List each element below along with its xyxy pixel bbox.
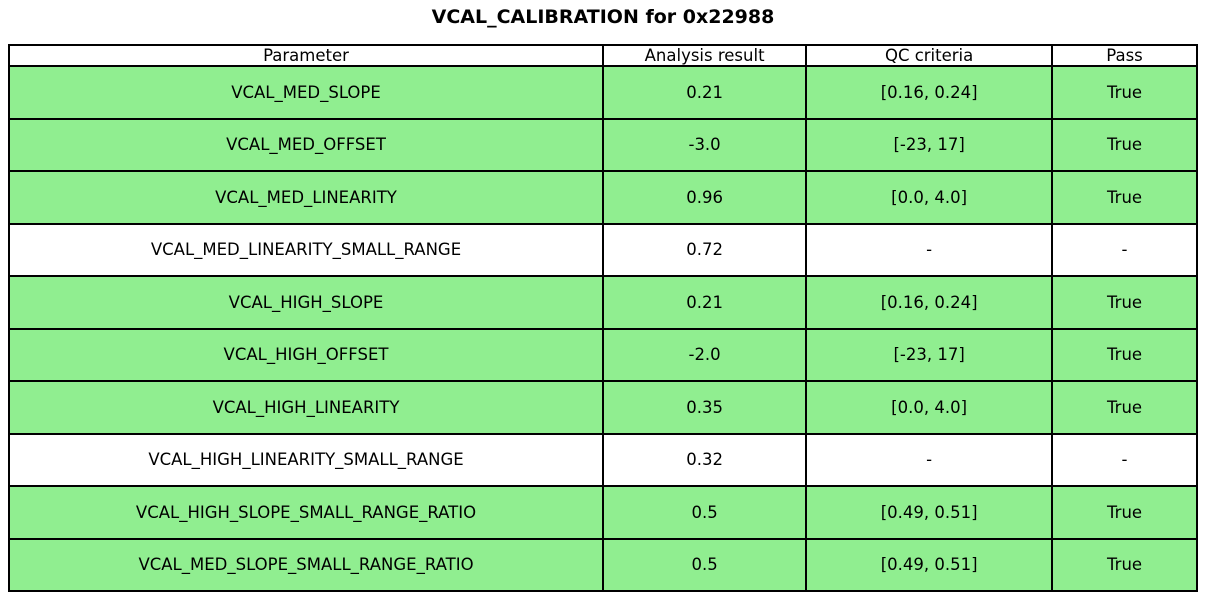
cell-parameter: VCAL_HIGH_SLOPE_SMALL_RANGE_RATIO [7,485,605,540]
table-row: VCAL_HIGH_SLOPE_SMALL_RANGE_RATIO 0.5 [0.4… [7,485,1198,540]
cell-qc-criteria: [0.0, 4.0] [805,170,1054,225]
calibration-table: Parameter Analysis result QC criteria Pass … [7,44,1198,592]
cell-qc-criteria: - [805,432,1054,487]
table-row: VCAL_MED_SLOPE_SMALL_RANGE_RATIO 0.5 [0.49… [7,537,1198,592]
page-title: VCAL_CALIBRATION for 0x22988 [431,6,775,28]
table-row: VCAL_MED_LINEARITY 0.96 [0.0, 4.0] True [7,170,1198,225]
table-row: VCAL_HIGH_LINEARITY 0.35 [0.0, 4.0] True [7,380,1198,435]
cell-pass: True [1051,380,1198,435]
cell-qc-criteria: [0.16, 0.24] [805,65,1054,120]
cell-parameter: VCAL_HIGH_SLOPE [7,275,605,330]
cell-pass: - [1051,432,1198,487]
column-header-pass: Pass [1051,44,1198,67]
cell-pass: True [1051,275,1198,330]
cell-qc-criteria: [0.16, 0.24] [805,275,1054,330]
cell-parameter: VCAL_HIGH_LINEARITY_SMALL_RANGE [7,432,605,487]
table-row: VCAL_HIGH_LINEARITY_SMALL_RANGE 0.32- - [7,432,1198,487]
cell-analysis-result: -3.0 [602,117,808,172]
column-header-parameter: Parameter [7,44,605,67]
cell-pass: - [1051,222,1198,277]
cell-pass: True [1051,327,1198,382]
cell-analysis-result: 0.21 [602,275,808,330]
cell-pass: True [1051,117,1198,172]
cell-parameter: VCAL_MED_LINEARITY [7,170,605,225]
cell-analysis-result: 0.5 [602,485,808,540]
cell-analysis-result: 0.5 [602,537,808,592]
cell-parameter: VCAL_MED_OFFSET [7,117,605,172]
cell-parameter: VCAL_MED_SLOPE_SMALL_RANGE_RATIO [7,537,605,592]
table-row: VCAL_MED_LINEARITY_SMALL_RANGE 0.72- - [7,222,1198,277]
cell-qc-criteria: [0.49, 0.51] [805,485,1054,540]
cell-analysis-result: 0.35 [602,380,808,435]
cell-pass: True [1051,65,1198,120]
cell-analysis-result: 0.32 [602,432,808,487]
cell-pass: True [1051,170,1198,225]
cell-parameter: VCAL_HIGH_LINEARITY [7,380,605,435]
cell-analysis-result: 0.21 [602,65,808,120]
column-header-analysis-result: Analysis result [602,44,808,67]
cell-qc-criteria: - [805,222,1054,277]
cell-qc-criteria: [0.49, 0.51] [805,537,1054,592]
table-row: VCAL_MED_SLOPE 0.21 [0.16, 0.24] True [7,65,1198,120]
cell-qc-criteria: [-23, 17] [805,117,1054,172]
table-row: VCAL_HIGH_OFFSET -2.0 [-23, 17] True [7,327,1198,382]
cell-qc-criteria: [0.0, 4.0] [805,380,1054,435]
header-row: Parameter Analysis result QC criteria Pass [7,44,1198,67]
cell-pass: True [1051,537,1198,592]
cell-analysis-result: -2.0 [602,327,808,382]
cell-parameter: VCAL_MED_SLOPE [7,65,605,120]
cell-analysis-result: 0.96 [602,170,808,225]
table-row: VCAL_HIGH_SLOPE 0.21 [0.16, 0.24] True [7,275,1198,330]
table-row: VCAL_MED_OFFSET -3.0 [-23, 17] True [7,117,1198,172]
cell-parameter: VCAL_HIGH_OFFSET [7,327,605,382]
cell-parameter: VCAL_MED_LINEARITY_SMALL_RANGE [7,222,605,277]
cell-qc-criteria: [-23, 17] [805,327,1054,382]
cell-pass: True [1051,485,1198,540]
table-body: VCAL_MED_SLOPE 0.21 [0.16, 0.24] True VCAL_M… [7,65,1198,592]
cell-analysis-result: 0.72 [602,222,808,277]
column-header-qc-criteria: QC criteria [805,44,1054,67]
